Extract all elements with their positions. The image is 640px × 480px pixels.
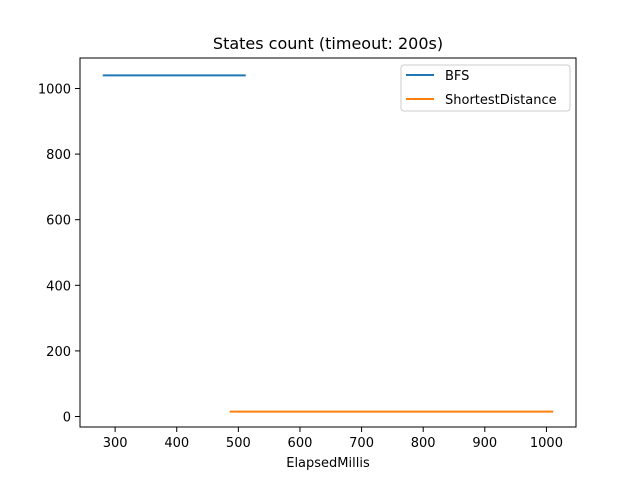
y-axis-ticks: 0 200 400 600 800 1000: [38, 83, 80, 426]
legend-box: [400, 64, 571, 112]
x-axis-label: ElapsedMillis: [286, 456, 370, 471]
y-tick-label: 400: [46, 279, 71, 294]
y-tick-label: 1000: [38, 83, 71, 98]
plot-area: [102, 74, 554, 413]
x-tick-label: 600: [288, 436, 313, 451]
x-tick-label: 500: [226, 436, 251, 451]
x-tick-label: 1000: [530, 436, 563, 451]
x-axis-ticks: 300 400 500 600 700 800 900 1000: [103, 427, 563, 451]
legend-label: ShortestDistance: [445, 93, 557, 108]
legend-label: BFS: [445, 69, 469, 84]
y-tick-label: 800: [46, 148, 71, 163]
x-tick-label: 300: [103, 436, 128, 451]
y-tick-label: 0: [63, 411, 71, 426]
y-tick-label: 600: [46, 214, 71, 229]
chart-title: States count (timeout: 200s): [213, 34, 443, 53]
x-tick-label: 400: [164, 436, 189, 451]
x-tick-label: 900: [472, 436, 497, 451]
x-tick-label: 700: [349, 436, 374, 451]
legend: BFS ShortestDistance: [400, 64, 571, 112]
axes-frame: [79, 57, 577, 428]
y-tick-label: 200: [46, 345, 71, 360]
x-tick-label: 800: [411, 436, 436, 451]
